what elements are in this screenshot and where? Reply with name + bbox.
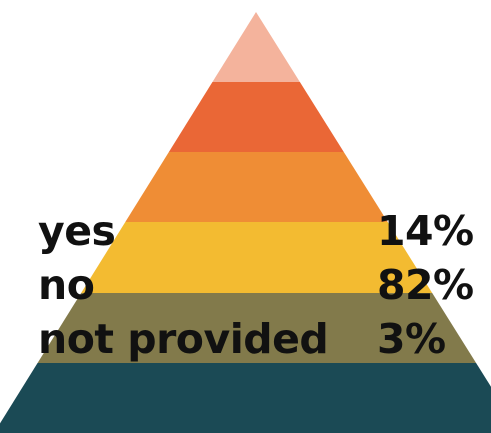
pyramid-layer-2 — [168, 82, 344, 152]
pyramid-layer-3 — [125, 152, 388, 222]
pyramid-layer-6 — [0, 363, 491, 433]
pyramid-layer-1 — [212, 12, 300, 82]
category-label-yes: yes — [38, 207, 116, 255]
value-label-yes: 14% — [377, 207, 474, 255]
pyramid-layer-5 — [37, 293, 477, 363]
category-label-not-provided: not provided — [38, 315, 329, 363]
pyramid-layer-4 — [81, 222, 433, 293]
value-label-not-provided: 3% — [377, 315, 446, 363]
category-label-no: no — [38, 261, 95, 309]
pyramid-layers — [0, 12, 491, 433]
value-label-no: 82% — [377, 261, 474, 309]
